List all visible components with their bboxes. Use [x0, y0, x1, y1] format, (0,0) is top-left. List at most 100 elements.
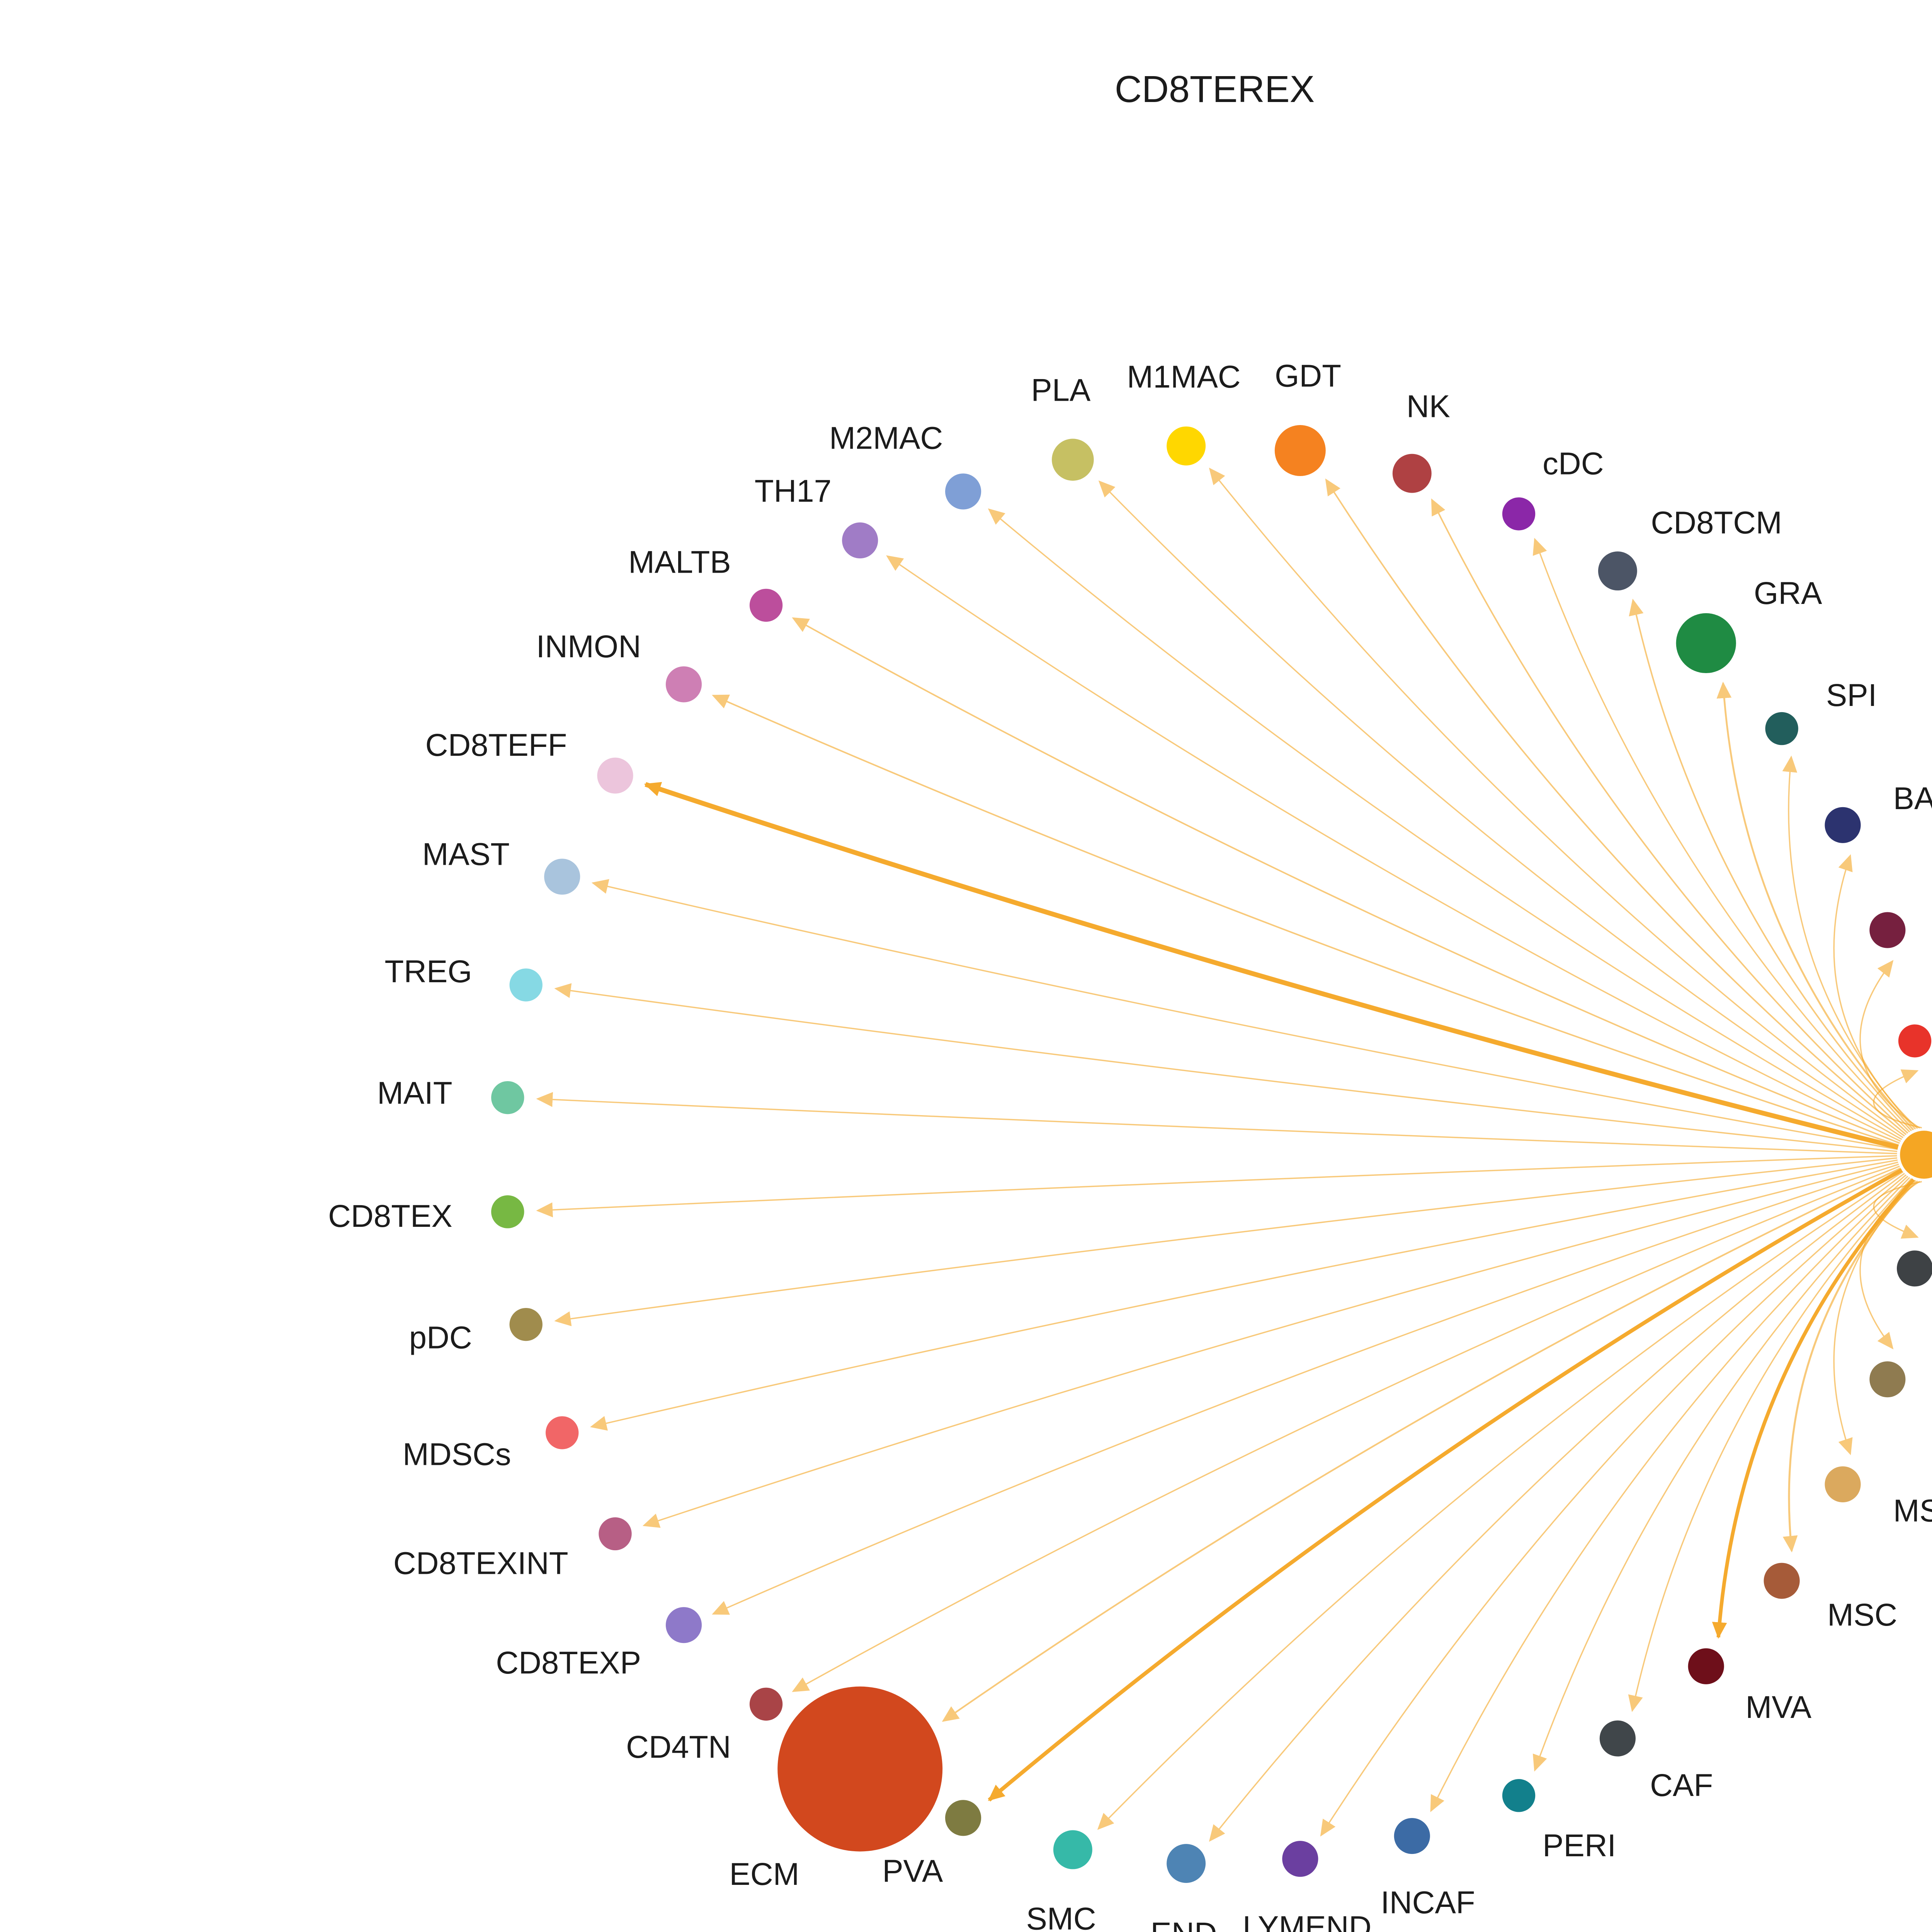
- edge-CD8TEREX-TREG: [554, 983, 1898, 1152]
- node-label-MDSCs: MDSCs: [403, 1437, 511, 1472]
- node-SMC: [1053, 1830, 1092, 1869]
- node-MEN: [1869, 912, 1906, 948]
- node-label-PERI: PERI: [1543, 1828, 1616, 1863]
- edge-CD8TEREX-cDC: [1532, 537, 1910, 1133]
- edge-CD8TEREX-CD8TEXINT: [642, 1162, 1898, 1528]
- node-pDC: [509, 1308, 543, 1341]
- node-INCAF: [1394, 1818, 1430, 1854]
- node-label-SPI: SPI: [1826, 678, 1877, 713]
- node-ECM: [777, 1686, 943, 1852]
- node-M1MAC: [1167, 426, 1206, 466]
- node-label-TH17: TH17: [755, 473, 832, 509]
- plot-title: CD8TEREX: [1115, 68, 1315, 110]
- node-M2MAC: [945, 473, 981, 510]
- node-label-INCAF: INCAF: [1381, 1885, 1475, 1920]
- node-label-CD8TCM: CD8TCM: [1651, 505, 1782, 541]
- node-MAST: [544, 859, 580, 895]
- edge-CD8TEREX-CD8TEX: [536, 1155, 1897, 1218]
- node-label-MAST: MAST: [422, 837, 510, 872]
- node-CD8TEREX: [1900, 1131, 1932, 1179]
- node-label-MALTB: MALTB: [628, 545, 731, 580]
- edge-CD8TEREX-MALTB: [792, 617, 1900, 1144]
- node-label-GRA: GRA: [1754, 576, 1822, 611]
- edge-CD8TEREX-PLA: [1098, 480, 1904, 1138]
- node-label-M1MAC: M1MAC: [1127, 359, 1240, 395]
- edge-CD8TEREX-CD8TEFF: [644, 782, 1899, 1150]
- node-PLA: [1052, 439, 1094, 481]
- node-label-MAIT: MAIT: [377, 1076, 452, 1111]
- node-label-CAF: CAF: [1650, 1768, 1713, 1803]
- node-cDC: [1502, 497, 1536, 531]
- node-label-NK: NK: [1406, 389, 1450, 424]
- edge-CD8TEREX-pDC: [554, 1157, 1898, 1327]
- edge-CD8TEREX-NK: [1431, 498, 1908, 1134]
- edge-CD8TEREX-GDT: [1325, 478, 1907, 1135]
- edge-CD8TEREX-STM: [1873, 1069, 1922, 1129]
- node-STM: [1898, 1024, 1932, 1058]
- edge-CD8TEREX-MAIT: [536, 1092, 1897, 1155]
- node-MYOFIB: [1896, 1250, 1932, 1287]
- node-label-CD4TN: CD4TN: [626, 1730, 731, 1765]
- node-label-MSC: MSC: [1827, 1597, 1897, 1633]
- edge-CD8TEREX-M2MAC: [988, 508, 1902, 1140]
- node-MALTB: [749, 588, 783, 622]
- node-GRA: [1676, 613, 1736, 673]
- node-label-CD8TEXP: CD8TEXP: [496, 1645, 641, 1680]
- node-CD8TEXP: [665, 1607, 702, 1643]
- node-LYMEND: [1282, 1841, 1318, 1877]
- node-PERI: [1502, 1779, 1536, 1812]
- node-label-LYMEND: LYMEND: [1243, 1910, 1372, 1932]
- node-MVA: [1688, 1648, 1724, 1684]
- edge-CD8TEREX-MAST: [591, 879, 1898, 1150]
- node-label-GDT: GDT: [1275, 358, 1341, 393]
- node-NK: [1392, 454, 1432, 493]
- node-label-M2MAC: M2MAC: [829, 421, 943, 456]
- node-MAIT: [491, 1081, 524, 1114]
- edge-CD8TEREX-GRA: [1716, 682, 1914, 1131]
- edge-CD8TEREX-CD8TEXP: [712, 1163, 1899, 1615]
- edge-CD8TEREX-SMC: [1097, 1171, 1904, 1830]
- node-MDSCs: [546, 1416, 579, 1449]
- node-label-SMC: SMC: [1026, 1901, 1096, 1932]
- edge-CD8TEREX-TH17: [886, 555, 1901, 1142]
- node-PVA: [945, 1800, 981, 1836]
- edge-CD8TEREX-ECM: [942, 1167, 1901, 1722]
- node-label-TREG: TREG: [384, 954, 472, 989]
- edge-CD8TEREX-CD4TN: [792, 1165, 1900, 1692]
- edge-CD8TEREX-END: [1209, 1173, 1905, 1842]
- edge-CD8TEREX-LYMEND: [1320, 1174, 1907, 1837]
- node-label-MVA: MVA: [1745, 1690, 1811, 1725]
- node-END: [1167, 1844, 1206, 1883]
- node-TH17: [842, 522, 878, 559]
- node-label-cDC: cDC: [1543, 446, 1604, 481]
- node-CD8TEXINT: [599, 1517, 632, 1551]
- edge-CD8TEREX-CAF: [1628, 1178, 1912, 1712]
- node-label-CD8TEX: CD8TEX: [328, 1199, 452, 1234]
- node-CD8TCM: [1598, 551, 1637, 591]
- node-label-BAS: BAS: [1893, 781, 1932, 816]
- node-label-ECM: ECM: [729, 1857, 799, 1892]
- node-label-PLA: PLA: [1031, 373, 1091, 408]
- edge-CD8TEREX-CD8TCM: [1629, 599, 1912, 1131]
- node-SPI: [1765, 712, 1798, 745]
- node-INMON: [665, 666, 702, 702]
- edge-CD8TEREX-PVA: [988, 1168, 1903, 1802]
- edge-CD8TEREX-INMON: [712, 694, 1899, 1146]
- node-CAF: [1599, 1720, 1636, 1757]
- edge-CD8TEREX-M1MAC: [1209, 468, 1905, 1137]
- node-label-MSC.MVA: MSC.MVA: [1893, 1493, 1932, 1528]
- edge-CD8TEREX-MSC: [1782, 1179, 1917, 1553]
- node-CD8TEX: [491, 1195, 524, 1228]
- node-MSC.MVA: [1825, 1466, 1861, 1503]
- edge-CD8TEREX-MVA: [1712, 1178, 1915, 1639]
- edge-CD8TEREX-BAS: [1833, 854, 1918, 1129]
- node-BAS: [1825, 807, 1861, 843]
- node-label-CD8TEXINT: CD8TEXINT: [393, 1546, 568, 1581]
- node-CD4TN: [749, 1687, 783, 1721]
- node-MSC: [1764, 1563, 1800, 1599]
- node-label-INMON: INMON: [536, 629, 641, 664]
- node-label-PVA: PVA: [882, 1854, 943, 1889]
- edge-CD8TEREX-MDSCs: [590, 1159, 1898, 1431]
- node-FIB: [1869, 1361, 1906, 1398]
